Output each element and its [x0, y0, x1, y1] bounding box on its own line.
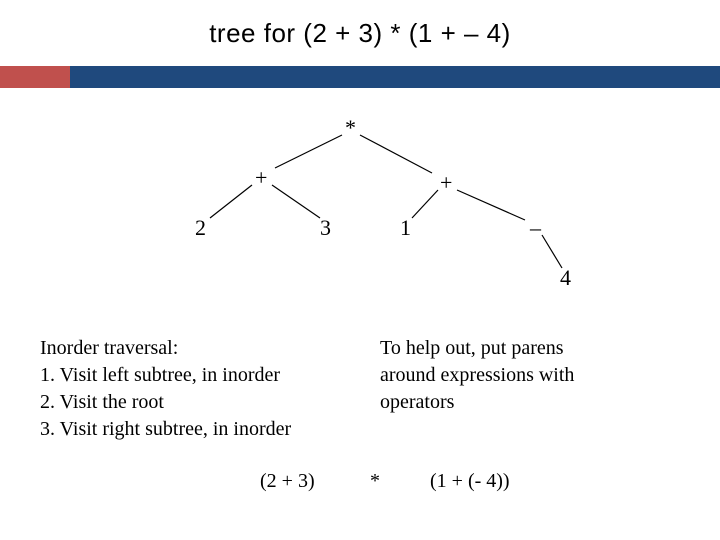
text-line: To help out, put parens	[380, 335, 680, 362]
expression-part: (1 + (- 4))	[430, 470, 510, 493]
expression-part: *	[370, 470, 380, 493]
text-line: 2. Visit the root	[40, 389, 360, 416]
text-line: around expressions with	[380, 362, 680, 389]
tree-node-root: *	[345, 115, 356, 141]
tree-node-n2: 2	[195, 215, 206, 241]
tree-node-plusL: +	[255, 165, 267, 191]
text-line: 1. Visit left subtree, in inorder	[40, 362, 360, 389]
text-line: 3. Visit right subtree, in inorder	[40, 416, 360, 443]
accent-bar-right	[70, 66, 720, 88]
expression-part: (2 + 3)	[260, 470, 315, 493]
accent-bar-left	[0, 66, 70, 88]
tree-node-plusR: +	[440, 170, 452, 196]
hint-text: To help out, put parensaround expression…	[380, 335, 680, 416]
page-title: tree for (2 + 3) * (1 + – 4)	[0, 18, 720, 49]
text-line: operators	[380, 389, 680, 416]
tree-node-n3: 3	[320, 215, 331, 241]
text-line: Inorder traversal:	[40, 335, 360, 362]
inorder-text: Inorder traversal:1. Visit left subtree,…	[40, 335, 360, 443]
tree-node-n4: 4	[560, 265, 571, 291]
tree-node-neg: –	[530, 215, 541, 241]
tree-node-n1: 1	[400, 215, 411, 241]
